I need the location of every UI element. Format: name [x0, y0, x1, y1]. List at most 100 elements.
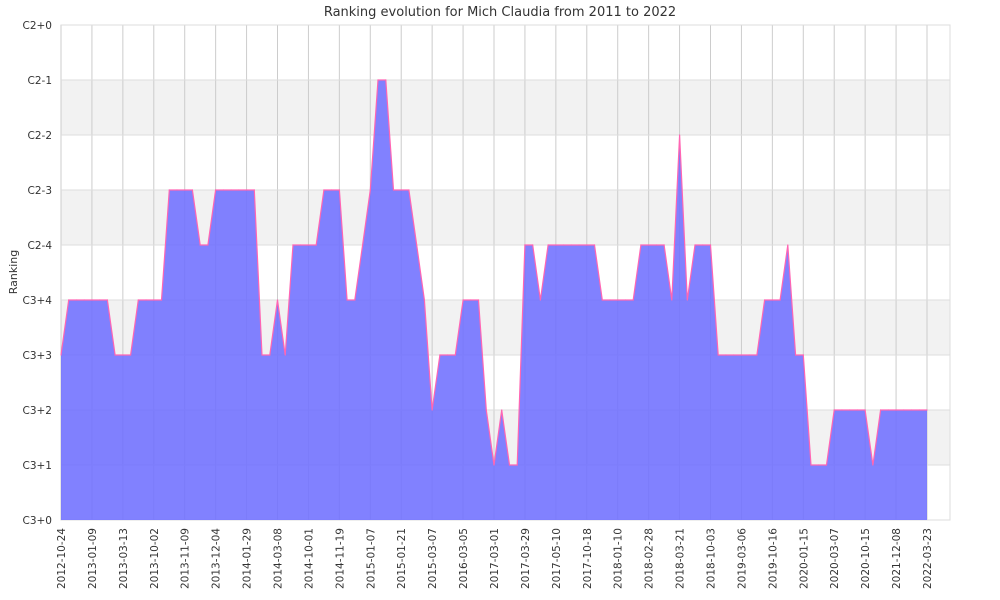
data-point — [168, 189, 170, 191]
data-point — [230, 189, 232, 191]
chart-title: Ranking evolution for Mich Claudia from … — [324, 5, 676, 20]
x-tick-label: 2012-10-24 — [56, 528, 68, 589]
x-tick-label: 2013-12-04 — [211, 528, 223, 589]
x-tick-label: 2017-05-10 — [551, 528, 563, 589]
data-point — [129, 354, 132, 356]
data-point — [83, 299, 85, 301]
data-point — [663, 244, 665, 246]
y-tick-label: C2-2 — [28, 130, 52, 142]
data-point — [508, 464, 511, 466]
x-tick-label: 2015-01-21 — [396, 528, 408, 589]
x-tick-label: 2018-01-10 — [613, 528, 625, 589]
data-point — [709, 244, 712, 246]
data-point — [276, 299, 279, 301]
data-point — [493, 464, 495, 466]
data-point — [818, 464, 820, 466]
data-point — [91, 299, 93, 301]
x-tick-label: 2014-03-08 — [273, 528, 285, 589]
data-point — [253, 189, 255, 191]
data-point — [400, 189, 402, 191]
data-point — [918, 409, 920, 411]
x-tick-label: 2014-11-19 — [334, 528, 346, 589]
ranking-area — [61, 80, 927, 520]
x-tick-label: 2015-03-07 — [427, 528, 439, 589]
x-tick-label: 2020-03-07 — [829, 528, 841, 589]
data-point — [60, 354, 62, 356]
data-point — [748, 354, 750, 356]
data-point — [315, 244, 317, 246]
data-point — [764, 299, 766, 301]
data-point — [678, 134, 681, 136]
data-point — [516, 464, 518, 466]
data-point — [787, 244, 789, 246]
x-tick-label: 2018-02-28 — [644, 528, 656, 589]
y-tick-label: C3+0 — [23, 515, 53, 527]
data-point — [532, 244, 534, 246]
data-point — [323, 189, 325, 191]
data-point — [586, 244, 588, 246]
data-point — [570, 244, 572, 246]
data-point — [439, 354, 441, 356]
data-point — [849, 409, 851, 411]
data-point — [578, 244, 580, 246]
data-point — [702, 244, 704, 246]
x-tick-label: 2018-10-03 — [706, 528, 718, 589]
x-tick-label: 2013-01-09 — [87, 528, 99, 589]
x-tick-label: 2017-10-18 — [582, 528, 594, 589]
data-point — [648, 244, 650, 246]
data-point — [740, 354, 743, 356]
data-point — [547, 244, 549, 246]
y-axis-label: Ranking — [7, 250, 20, 295]
data-point — [75, 299, 78, 301]
data-point — [825, 464, 828, 466]
data-point — [222, 189, 224, 191]
data-point — [895, 409, 897, 411]
data-point — [771, 299, 773, 301]
data-point — [617, 299, 619, 301]
data-point — [632, 299, 634, 301]
data-point — [694, 244, 696, 246]
data-point — [671, 299, 673, 301]
grid-band — [61, 80, 950, 135]
data-point — [199, 244, 201, 246]
data-point — [269, 354, 271, 356]
data-point — [794, 354, 797, 356]
data-point — [245, 189, 248, 191]
data-point — [392, 189, 395, 191]
x-tick-label: 2019-10-16 — [767, 528, 779, 589]
data-point — [477, 299, 480, 301]
data-point — [300, 244, 302, 246]
x-tick-label: 2019-03-06 — [736, 528, 748, 589]
data-point — [910, 409, 913, 411]
x-tick-label: 2020-01-15 — [798, 528, 810, 589]
data-point — [655, 244, 657, 246]
data-point — [903, 409, 905, 411]
data-point — [153, 299, 155, 301]
data-point — [215, 189, 217, 191]
x-tick-label: 2013-03-13 — [118, 528, 130, 589]
data-point — [833, 409, 835, 411]
x-tick-label: 2014-10-01 — [303, 528, 315, 589]
data-point — [354, 299, 356, 301]
data-point — [624, 299, 627, 301]
data-point — [361, 244, 364, 246]
y-tick-label: C3+1 — [23, 460, 53, 472]
x-tick-label: 2013-10-02 — [149, 528, 161, 589]
data-point — [926, 409, 928, 411]
data-point — [160, 299, 163, 301]
x-tick-label: 2013-11-09 — [180, 528, 192, 589]
data-point — [346, 299, 348, 301]
y-tick-label: C3+2 — [23, 405, 53, 417]
x-tick-label: 2020-10-15 — [860, 528, 872, 589]
x-tick-label: 2022-03-23 — [922, 528, 934, 589]
data-point — [562, 244, 565, 246]
data-point — [864, 409, 866, 411]
data-point — [725, 354, 727, 356]
data-point — [802, 354, 804, 356]
data-point — [68, 299, 70, 301]
y-tick-label: C2-4 — [28, 240, 53, 252]
x-tick-label: 2021-12-08 — [891, 528, 903, 589]
data-point — [307, 244, 310, 246]
data-point — [593, 244, 596, 246]
